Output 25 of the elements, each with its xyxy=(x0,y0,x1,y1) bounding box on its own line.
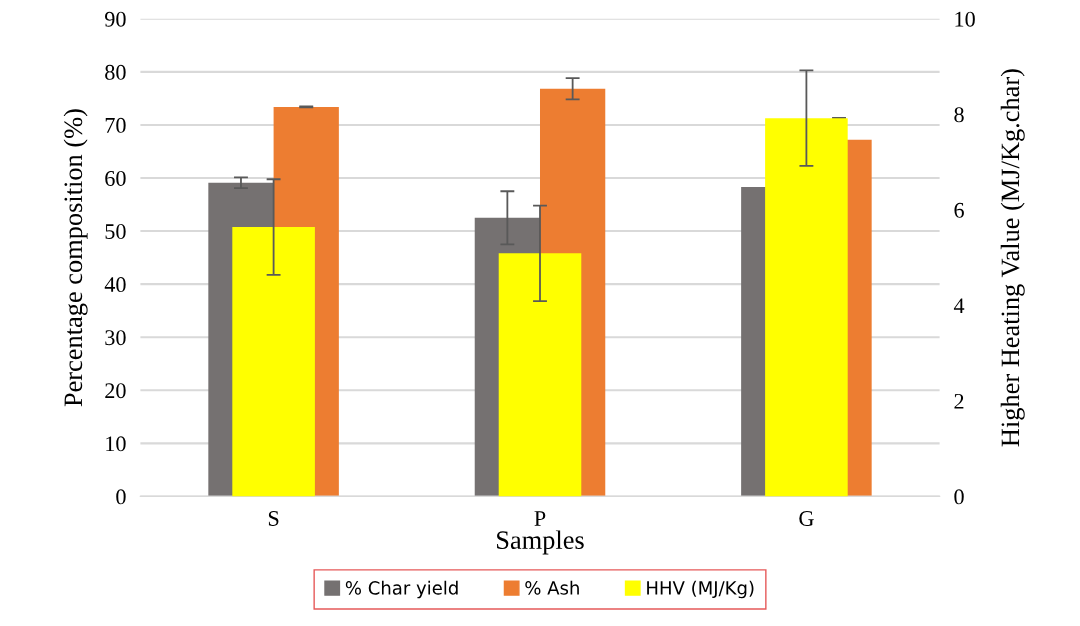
legend-label: HHV (MJ/Kg) xyxy=(647,580,754,599)
y-tick-label: 10 xyxy=(106,436,126,452)
y-tick-label: 60 xyxy=(105,170,126,186)
y2-tick-label: 2 xyxy=(954,393,964,409)
y2-tick-label: 8 xyxy=(954,107,964,123)
y-tick-label: 80 xyxy=(105,64,126,80)
y-tick-label: 30 xyxy=(105,330,126,346)
y-tick-label: 90 xyxy=(105,11,126,27)
y-tick-label: 20 xyxy=(105,383,126,399)
y2-tick-label: 0 xyxy=(954,489,964,505)
y2-tick-label: 4 xyxy=(953,298,965,314)
y2-tick-label: 10 xyxy=(955,11,975,27)
legend-label: % Char yield xyxy=(345,580,458,599)
x-tick-label: S xyxy=(268,511,279,526)
y-tick-label: 0 xyxy=(116,489,126,505)
x-tick-label: G xyxy=(799,511,814,526)
y-tick-label: 40 xyxy=(104,277,126,293)
y-tick-label: 70 xyxy=(105,117,126,133)
x-axis-title: Samples xyxy=(497,530,584,555)
x-tick-label: P xyxy=(534,511,546,526)
y2-tick-label: 6 xyxy=(954,202,964,218)
y-axis-title: Percentage composition (%) xyxy=(63,109,88,407)
legend-label: % Ash xyxy=(525,580,579,595)
y-tick-label: 50 xyxy=(105,224,126,239)
y2-axis-title: Higher Heating Value (MJ/Kg.char) xyxy=(1000,69,1025,447)
